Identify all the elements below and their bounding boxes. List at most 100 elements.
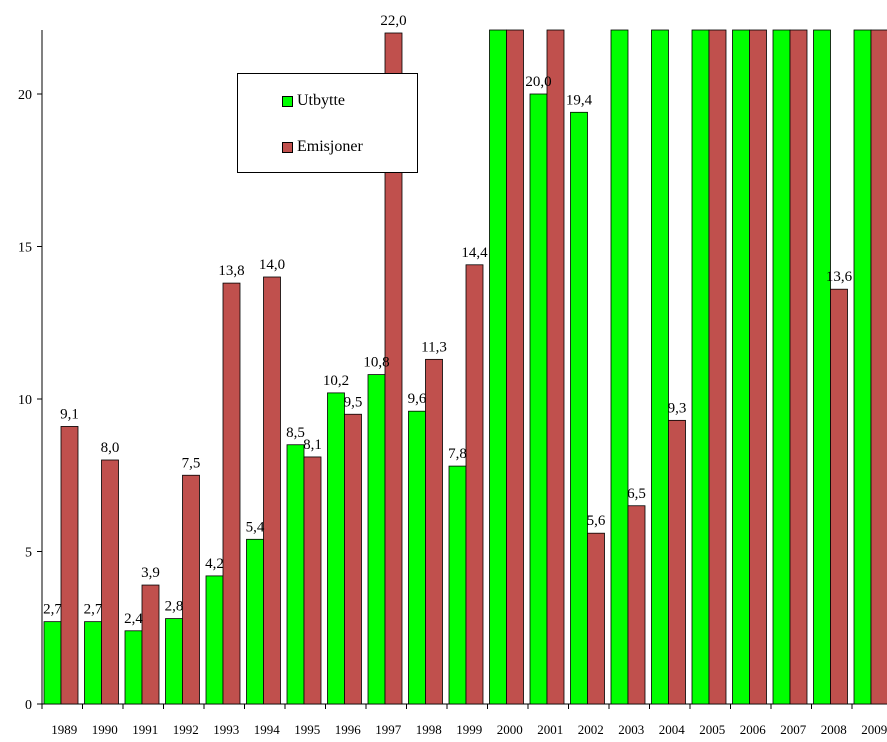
x-tick-label: 2006 [740,722,767,737]
data-label-emisjoner-1995: 8,1 [303,437,322,453]
data-label-utbytte-1993: 4,2 [205,556,224,572]
x-tick-label: 1993 [213,722,239,737]
data-label-utbytte-1995: 8,5 [286,425,305,441]
bar-utbytte-2008 [813,29,831,705]
bar-emisjoner-2006 [749,29,767,705]
x-tick-label: 1997 [375,722,402,737]
bar-utbytte-1999 [448,465,467,705]
data-label-utbytte-2002: 19,4 [566,92,593,108]
bar-emisjoner-2004 [668,419,686,705]
bar-utbytte-2007 [772,29,791,705]
y-tick-label: 5 [25,546,32,561]
bar-emisjoner-2001 [546,29,565,705]
bar-utbytte-1989 [43,621,62,705]
y-tick-label: 10 [18,393,32,408]
bar-emisjoner-2007 [789,29,808,705]
bar-utbytte-2005 [691,29,710,705]
bar-utbytte-1993 [205,575,224,705]
bar-utbytte-1998 [408,410,426,705]
x-tick-label: 1999 [456,722,482,737]
bar-utbytte-1997 [367,374,386,705]
bar-utbytte-2003 [610,29,629,705]
x-tick-label: 1996 [335,722,362,737]
bar-utbytte-2001 [529,93,548,705]
data-label-utbytte-1994: 5,4 [246,519,265,535]
data-label-utbytte-1991: 2,4 [124,611,143,627]
bar-emisjoner-2002 [587,532,605,705]
bar-emisjoner-2005 [708,29,727,705]
chart-data-labels: 2,7 2,7 2,4 2,8 4,2 5,4 8,5 10,2 10,8 9,6 7,8 20,0 1… [43,13,853,627]
y-tick-label: 20 [18,88,32,103]
bar-emisjoner-1990 [101,459,119,705]
data-label-emisjoner-2003: 6,5 [627,486,646,502]
bar-utbytte-1991 [124,630,143,705]
bar-emisjoner-1989 [60,426,79,705]
x-tick-label: 1994 [254,722,281,737]
y-tick-label: 0 [25,698,32,713]
x-tick-label: 2004 [659,722,686,737]
data-label-utbytte-1998: 9,6 [408,391,427,407]
bar-utbytte-1990 [84,621,102,705]
x-tick-label: 2000 [497,722,523,737]
bar-utbytte-1994 [246,538,264,705]
bar-emisjoner-1998 [425,358,443,705]
bar-emisjoner-2000 [506,29,524,705]
bar-emisjoner-1996 [344,413,362,705]
data-label-utbytte-1997: 10,8 [363,355,389,371]
bar-utbytte-2006 [732,29,750,705]
bar-utbytte-2009 [853,29,872,705]
data-label-emisjoner-1998: 11,3 [421,339,447,355]
x-tick-label: 1989 [51,722,77,737]
legend-swatch-utbytte [282,95,293,107]
x-tick-label: 1998 [416,722,442,737]
legend-item-emisjoner: Emisjoner [282,138,363,156]
y-tick-label: 15 [18,241,32,256]
x-tick-label: 2008 [821,722,847,737]
data-label-utbytte-2001: 20,0 [525,74,551,90]
data-label-emisjoner-1993: 13,8 [218,263,244,279]
x-tick-label: 2007 [780,722,807,737]
x-tick-label: 1990 [92,722,118,737]
x-tick-label: 2003 [618,722,644,737]
bar-utbytte-1996 [327,392,345,705]
x-tick-label: 2009 [861,722,887,737]
data-label-utbytte-1996: 10,2 [323,373,349,389]
data-label-emisjoner-1992: 7,5 [182,455,201,471]
x-tick-label: 1992 [173,722,199,737]
data-label-emisjoner-2002: 5,6 [587,513,606,529]
legend-swatch-emisjoner [282,141,293,153]
x-tick-label: 1991 [132,722,158,737]
bar-emisjoner-1995 [303,456,322,705]
data-label-emisjoner-1997: 22,0 [380,13,406,29]
bar-utbytte-2004 [651,29,669,705]
bar-emisjoner-2009 [870,29,887,705]
x-tick-label: 2005 [699,722,725,737]
bar-emisjoner-2008 [830,288,848,705]
data-label-utbytte-1989: 2,7 [43,602,62,618]
data-label-emisjoner-2004: 9,3 [668,400,687,416]
data-label-emisjoner-1990: 8,0 [101,440,120,456]
bar-emisjoner-1992 [182,474,200,705]
chart-bars [43,29,887,705]
data-label-emisjoner-1994: 14,0 [259,257,285,273]
bar-utbytte-2002 [570,111,588,705]
bar-emisjoner-1999 [465,264,484,705]
data-label-emisjoner-1989: 9,1 [60,406,79,422]
x-tick-label: 2002 [578,722,604,737]
chart-legend: Utbytte Emisjoner [237,73,418,173]
chart-axes: 0 5 10 15 20 1989 1990 1991 1992 1993 1994 1995 1996… [18,30,887,737]
data-label-utbytte-1999: 7,8 [448,446,467,462]
legend-label-emisjoner: Emisjoner [297,138,363,155]
data-label-emisjoner-1996: 9,5 [344,394,363,410]
bar-emisjoner-1997 [384,32,403,705]
data-label-emisjoner-1991: 3,9 [141,565,160,581]
bar-utbytte-1995 [286,444,305,705]
bar-emisjoner-1993 [222,282,241,705]
data-label-emisjoner-2008: 13,6 [826,269,853,285]
bar-emisjoner-2003 [627,505,646,705]
legend-label-utbytte: Utbytte [297,92,345,109]
x-tick-label: 1995 [294,722,320,737]
bar-utbytte-2000 [489,29,507,705]
bar-emisjoner-1991 [141,584,160,705]
